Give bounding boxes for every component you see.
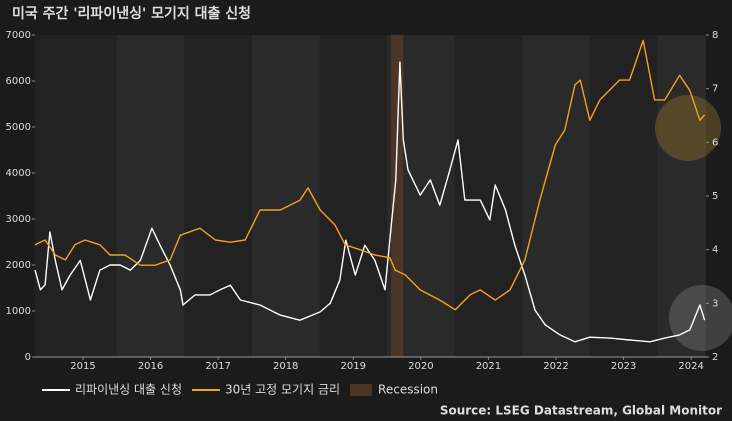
x-tick-label: 2019 <box>341 361 366 372</box>
x-tick-label: 2024 <box>678 361 703 372</box>
year-band <box>657 35 706 357</box>
y-tick-label: 4000 <box>6 168 31 179</box>
year-band <box>522 35 590 357</box>
year-band <box>116 35 185 357</box>
chart-title: 미국 주간 '리파이낸싱' 모기지 대출 신청 <box>12 5 251 22</box>
x-tick-label: 2017 <box>205 361 230 372</box>
legend-label: 30년 고정 모기지 금리 <box>225 383 340 397</box>
y2-tick-label: 8 <box>712 30 718 41</box>
y-tick-label: 1000 <box>6 306 31 317</box>
y2-tick-label: 2 <box>712 352 718 363</box>
y-tick-label: 6000 <box>6 76 31 87</box>
year-band <box>251 35 320 357</box>
series-line <box>34 61 706 343</box>
source: Source: LSEG Datastream, Global Monitor <box>440 404 722 418</box>
x-tick-label: 2018 <box>273 361 298 372</box>
highlight-circle <box>669 285 732 351</box>
y2-tick-label: 6 <box>712 137 718 148</box>
legend-swatch <box>350 384 373 396</box>
y2-tick-label: 3 <box>712 298 718 309</box>
x-tick-label: 2016 <box>138 361 163 372</box>
y2-tick-label: 7 <box>712 84 718 95</box>
legend-label: 리파이낸싱 대출 신청 <box>75 383 182 397</box>
x-tick-label: 2021 <box>476 361 501 372</box>
highlight-circle <box>655 95 721 161</box>
y-tick-label: 3000 <box>6 214 31 225</box>
y-tick-label: 2000 <box>6 260 31 271</box>
y-tick-label: 5000 <box>6 122 31 133</box>
x-tick-label: 2023 <box>611 361 636 372</box>
y2-tick-label: 5 <box>712 191 718 202</box>
x-tick-label: 2022 <box>543 361 568 372</box>
x-tick-label: 2015 <box>70 361 95 372</box>
y2-tick-label: 4 <box>712 245 718 256</box>
x-tick-label: 2020 <box>408 361 433 372</box>
y-tick-label: 7000 <box>6 30 31 41</box>
recession-band <box>391 35 404 357</box>
y-tick-label: 0 <box>25 352 31 363</box>
series-line <box>34 39 706 311</box>
legend-label: Recession <box>378 383 438 397</box>
